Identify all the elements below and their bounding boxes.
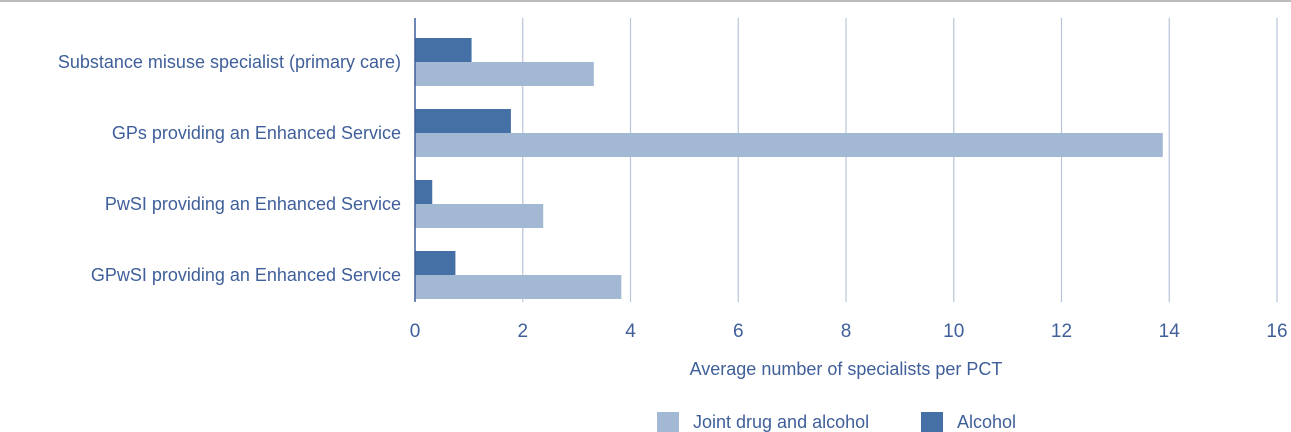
bar-alcohol-pwsi-providing-an-enhanced-service [415,180,433,204]
legend-label-alcohol: Alcohol [957,412,1016,432]
x-axis-title: Average number of specialists per PCT [690,359,1003,379]
bar-alcohol-gps-providing-an-enhanced-service [415,109,511,133]
legend: Joint drug and alcohol Alcohol [657,412,1016,432]
x-tick-label: 16 [1266,321,1287,342]
legend-swatch-joint-drug-and-alcohol [657,412,679,432]
bar-alcohol-gpwsi-providing-an-enhanced-service [415,251,456,275]
bars [415,38,1163,299]
bar-joint-drug-and-alcohol-pwsi-providing-an-enhanced-service [415,204,544,228]
gridlines [522,18,1278,302]
category-label: PwSI providing an Enhanced Service [105,194,401,214]
category-label: Substance misuse specialist (primary car… [58,52,401,72]
category-label: GPs providing an Enhanced Service [112,123,401,143]
x-tick-label: 12 [1051,321,1072,342]
bar-joint-drug-and-alcohol-gps-providing-an-enhanced-service [415,133,1163,157]
legend-label-joint-drug-and-alcohol: Joint drug and alcohol [693,412,869,432]
x-tick-label: 2 [517,321,528,342]
x-tick-label: 6 [733,321,744,342]
category-label: GPwSI providing an Enhanced Service [91,265,401,285]
bar-joint-drug-and-alcohol-substance-misuse-specialist-primary-care [415,62,594,86]
x-tick-label: 10 [943,321,964,342]
x-tick-label: 4 [625,321,636,342]
x-tick-label: 8 [841,321,852,342]
x-tick-label: 14 [1159,321,1181,342]
legend-swatch-alcohol [921,412,943,432]
bar-alcohol-substance-misuse-specialist-primary-care [415,38,472,62]
category-labels: Substance misuse specialist (primary car… [58,52,401,285]
bar-joint-drug-and-alcohol-gpwsi-providing-an-enhanced-service [415,275,622,299]
x-tick-label: 0 [410,321,421,342]
x-tick-labels: 0 2 4 6 8 10 12 14 16 [410,321,1288,342]
